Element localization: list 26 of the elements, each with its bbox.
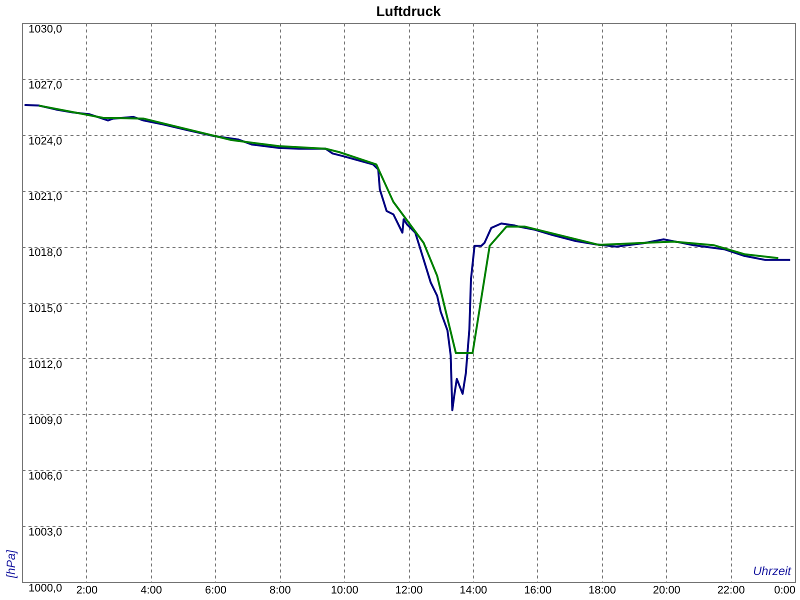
x-tick-label: 6:00 <box>205 584 226 596</box>
y-tick-label: 1006,0 <box>28 470 62 483</box>
y-tick-label: 1018,0 <box>28 247 62 260</box>
x-tick-label: 18:00 <box>588 584 616 596</box>
x-tick-label: 14:00 <box>460 584 488 596</box>
x-tick-label: 20:00 <box>652 584 680 596</box>
y-tick-label: 1012,0 <box>28 358 62 371</box>
y-tick-label: 1000,0 <box>28 582 62 594</box>
y-tick-label: 1024,0 <box>28 135 62 148</box>
x-axis-title: Uhrzeit <box>752 564 792 578</box>
x-tick-label: 10:00 <box>330 584 358 596</box>
x-tick-label: 4:00 <box>140 584 162 596</box>
y-tick-label: 1009,0 <box>28 414 62 427</box>
y-tick-label: 1021,0 <box>28 191 62 204</box>
x-tick-label: 22:00 <box>717 584 745 596</box>
chart-title: Luftdruck <box>376 3 441 19</box>
y-axis-title: [hPa] <box>4 549 18 579</box>
x-tick-label: 8:00 <box>269 584 291 596</box>
y-tick-label: 1027,0 <box>28 79 62 92</box>
x-tick-label: 12:00 <box>395 584 423 596</box>
x-tick-label: 0:00 <box>774 584 796 596</box>
y-tick-label: 1003,0 <box>28 526 62 539</box>
y-tick-label: 1015,0 <box>28 303 62 315</box>
x-tick-label: 16:00 <box>524 584 552 596</box>
y-tick-label: 1030,0 <box>28 24 62 36</box>
x-tick-label: 2:00 <box>76 584 98 596</box>
